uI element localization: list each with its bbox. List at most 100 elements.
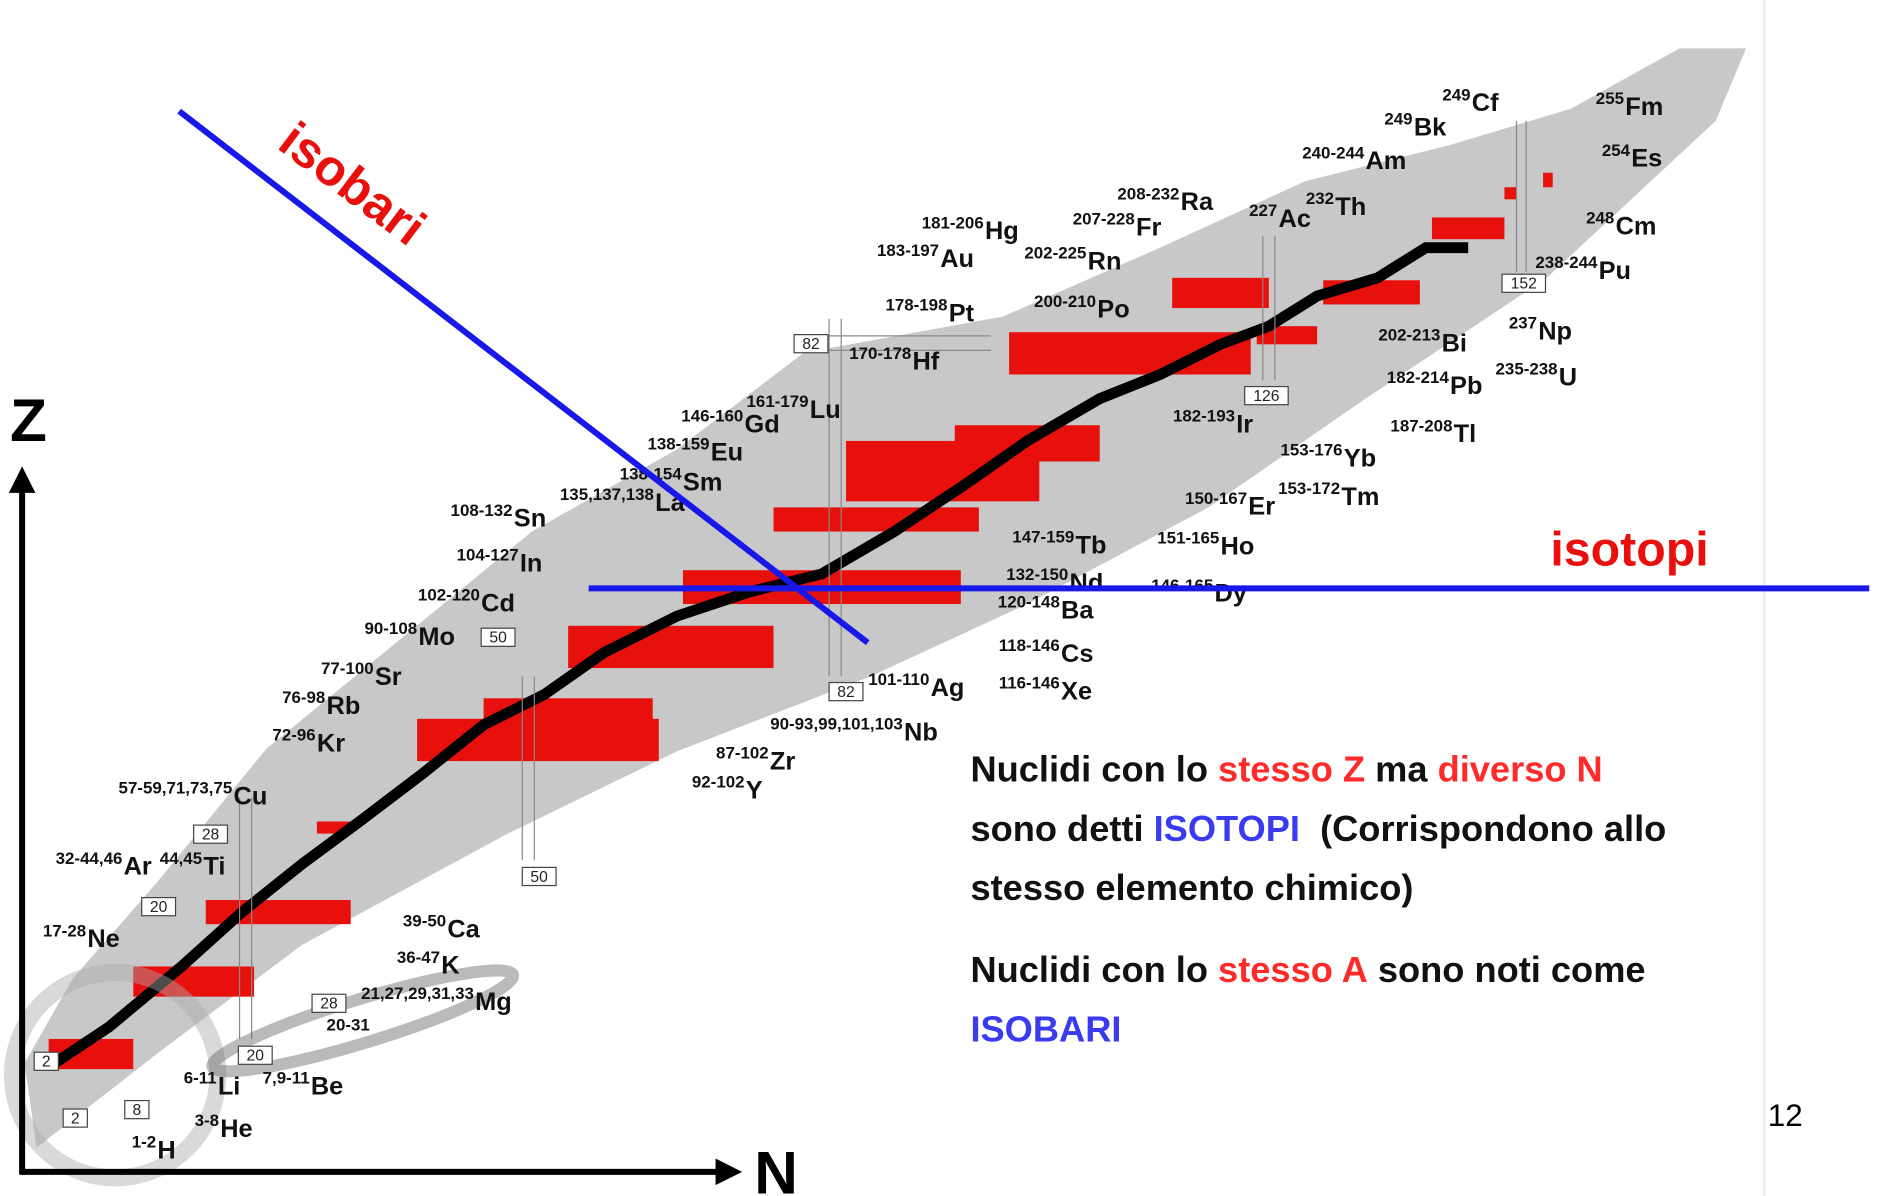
paragraph-line: Nuclidi con lo stesso A sono noti come: [970, 949, 1645, 990]
nuclide-symbol: Sr: [375, 663, 402, 691]
nuclide-symbol: Ba: [1061, 597, 1094, 625]
nuclide-mass: 178-198: [885, 295, 947, 314]
nuclide-mass: 146-165: [1151, 576, 1213, 595]
nuclide-mass: 36-47: [397, 948, 440, 967]
nuclide-mass: 7,9-11: [263, 1069, 310, 1088]
text-span: Nuclidi con lo: [970, 749, 1218, 790]
nuclide-symbol: Th: [1335, 193, 1366, 221]
magic-number: 2: [71, 1111, 80, 1128]
nuclide-mass: 202-225: [1024, 244, 1086, 263]
nuclide-symbol: Ra: [1181, 188, 1214, 216]
text-span: stesso elemento chimico): [970, 867, 1413, 908]
nuclide-mass: 238-244: [1535, 253, 1598, 272]
nuclide-symbol: H: [157, 1137, 175, 1165]
nuclide-mass: 1-2: [132, 1133, 156, 1152]
nuclide-mass: 153-176: [1280, 440, 1342, 459]
nuclide-mass: 116-146: [999, 674, 1060, 693]
nuclide-symbol: Xe: [1061, 677, 1092, 705]
paragraph-line: Nuclidi con lo stesso Z ma diverso N: [970, 749, 1602, 790]
nuclide-mass: 102-120: [418, 585, 480, 604]
nuclide-symbol: Nd: [1070, 569, 1104, 597]
text-span: stesso A: [1218, 949, 1368, 990]
nuclide-symbol: Rb: [327, 692, 361, 720]
nuclide-mass: 147-159: [1012, 527, 1074, 546]
nuclide-mass: 232: [1306, 189, 1334, 208]
nuclide-symbol: Be: [311, 1073, 343, 1101]
nuclide-mass: 200-210: [1034, 292, 1096, 311]
nuclide-mass: 57-59,71,73,75: [119, 779, 233, 798]
text-span: sono noti come: [1368, 949, 1646, 990]
nuclide-symbol: Ho: [1221, 533, 1255, 561]
paragraph-line: sono detti ISOTOPI (Corrispondono allo: [970, 808, 1666, 849]
nuclide-symbol: Li: [218, 1073, 241, 1101]
nuclide-symbol: In: [520, 549, 543, 577]
nuclide-mass: 72-96: [272, 726, 315, 745]
nuclide-symbol: Tl: [1454, 420, 1477, 448]
magic-number: 20: [150, 899, 168, 916]
text-span: diverso N: [1438, 749, 1603, 790]
nuclide-mass: 207-228: [1073, 210, 1135, 229]
nuclide-symbol: K: [441, 952, 460, 980]
nuclide-mass: 161-179: [747, 392, 809, 411]
text-span: ISOTOPI: [1154, 808, 1300, 849]
n-label: N: [754, 1139, 798, 1196]
text-span: ISOBARI: [970, 1008, 1121, 1049]
magic-number: 82: [837, 684, 854, 701]
nuclide-symbol: Ag: [931, 674, 965, 702]
slide: 255Fm254Es249Cf249Bk240-244Am208-232Ra22…: [0, 0, 1895, 1196]
nuclide-symbol: Pu: [1599, 257, 1631, 285]
nuclide-symbol: Es: [1631, 145, 1662, 173]
nuclide-mass: 76-98: [282, 688, 325, 707]
magic-number: 50: [530, 869, 548, 886]
nuclide-mass: 254: [1602, 141, 1631, 160]
nuclide-mass: 3-8: [195, 1111, 219, 1130]
nuclide-symbol: Pb: [1450, 372, 1482, 400]
nuclide-mass: 151-165: [1157, 529, 1219, 548]
text-span: ma: [1365, 749, 1438, 790]
nuclide-mass: 118-146: [999, 636, 1060, 655]
nuclide-mass: 120-148: [998, 593, 1060, 612]
nuclide-symbol: Fm: [1625, 93, 1663, 121]
nuclide-mass: 20-31: [327, 1015, 370, 1034]
nuclide-symbol: Cm: [1616, 212, 1657, 240]
nuclide-symbol: Lu: [810, 396, 841, 424]
z-label: Z: [10, 386, 47, 454]
nuclide-symbol: Yb: [1344, 444, 1376, 472]
nuclide-mass: 255: [1596, 89, 1624, 108]
nuclide-mass: 146-160: [681, 407, 743, 426]
nuclide-mass: 182-193: [1173, 407, 1235, 426]
nuclide-symbol: Rn: [1088, 247, 1122, 275]
nuclide-symbol: Ac: [1279, 205, 1311, 233]
nuclide-symbol: Cf: [1472, 89, 1499, 117]
nuclide-mass: 183-197: [877, 241, 939, 260]
nuclide-symbol: Am: [1365, 147, 1406, 175]
nuclide-mass: 101-110: [868, 670, 929, 689]
nuclide-symbol: U: [1559, 363, 1577, 391]
nuclide-symbol: Ar: [124, 853, 152, 881]
nuclide-mass: 150-167: [1185, 489, 1247, 508]
nuclide-symbol: Dy: [1214, 580, 1246, 608]
nuclide-mass: 6-11: [184, 1069, 217, 1088]
nuclide-symbol: Ne: [87, 925, 119, 953]
nuclide-mass: 181-206: [922, 213, 984, 232]
page: { "axes": {"z_label": "Z", "n_label": "N…: [0, 0, 1895, 1196]
nuclide-symbol: Tm: [1341, 483, 1379, 511]
nuclide-symbol: Po: [1097, 296, 1129, 324]
nuclide-mass: 170-178: [849, 344, 911, 363]
nuclide-symbol: Np: [1538, 317, 1572, 345]
magic-number: 28: [202, 827, 220, 844]
nuclide-mass: 77-100: [321, 659, 374, 678]
nuclide-symbol: Fr: [1136, 214, 1161, 242]
magic-number: 50: [489, 630, 507, 647]
nuclide-symbol: Cs: [1061, 640, 1093, 668]
nuclide-mass: 39-50: [403, 912, 446, 931]
magic-number: 2: [42, 1054, 51, 1071]
nuclide-mass: 44,45: [160, 849, 202, 868]
paragraph-line: stesso elemento chimico): [970, 867, 1413, 908]
nuclide-mass: 249: [1384, 109, 1412, 128]
nuclide-symbol: Ir: [1236, 410, 1253, 438]
nuclide-mass: 187-208: [1390, 416, 1452, 435]
nuclide-mass: 21,27,29,31,33: [361, 984, 474, 1003]
nuclide-symbol: Mg: [475, 988, 512, 1016]
text-span: sono detti: [970, 808, 1153, 849]
